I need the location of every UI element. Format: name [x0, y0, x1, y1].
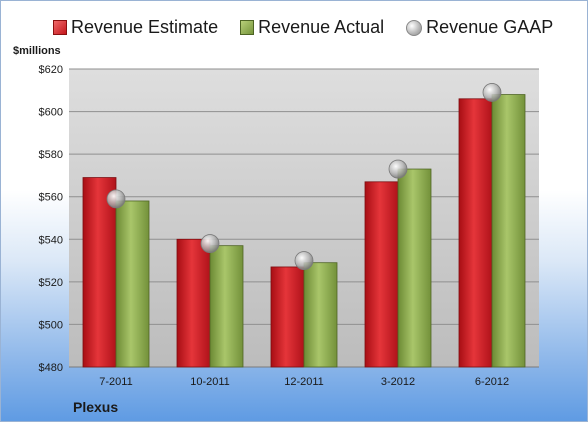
x-tick-label: 12-2011 [284, 376, 324, 388]
marker-revenue-gaap [388, 159, 408, 179]
legend-label-actual: Revenue Actual [258, 17, 385, 37]
y-tick-label: $520 [39, 277, 63, 289]
legend-item-gaap: Revenue GAAP [406, 17, 553, 38]
y-tick-label: $600 [39, 107, 63, 119]
company-label: Plexus [73, 399, 119, 415]
legend-swatch-actual [240, 20, 255, 35]
bar-revenue-actual [303, 262, 338, 368]
marker-revenue-gaap [106, 189, 126, 209]
bar-revenue-estimate [364, 181, 399, 368]
y-tick-label: $500 [39, 319, 63, 331]
y-tick-label: $560 [39, 192, 63, 204]
bar-revenue-estimate [82, 177, 117, 368]
bar-revenue-estimate [270, 266, 305, 368]
bar-revenue-estimate [458, 98, 493, 368]
axis-ticks: $480 $500 $520 $540 $560 $580 $600 $620 7-2011 10… [39, 64, 510, 388]
marker-revenue-gaap [294, 251, 314, 270]
legend-label-estimate: Revenue Estimate [71, 17, 219, 37]
y-tick-label: $580 [39, 149, 63, 161]
x-tick-label: 3-2012 [381, 376, 415, 388]
y-tick-label: $480 [39, 362, 63, 374]
legend-item-actual: Revenue Actual [240, 17, 384, 38]
x-tick-label: 6-2012 [475, 376, 509, 388]
bar-revenue-estimate [176, 238, 211, 368]
x-tick-label: 10-2011 [190, 376, 230, 388]
marker-revenue-gaap [482, 83, 502, 102]
legend: Revenue Estimate Revenue Actual Revenue … [53, 17, 575, 38]
bar-revenue-actual [209, 245, 244, 368]
y-unit-label: $millions [13, 45, 61, 57]
y-tick-label: $620 [39, 64, 63, 76]
bar-revenue-actual [115, 200, 150, 368]
marker-revenue-gaap [200, 234, 220, 253]
bar-revenue-actual [397, 168, 432, 368]
legend-item-estimate: Revenue Estimate [53, 17, 218, 38]
y-tick-label: $540 [39, 234, 63, 246]
bars [82, 94, 526, 368]
legend-swatch-gaap [406, 19, 423, 36]
legend-label-gaap: Revenue GAAP [426, 17, 554, 37]
bar-revenue-actual [491, 94, 526, 368]
legend-swatch-estimate [53, 20, 67, 35]
x-tick-label: 7-2011 [99, 376, 132, 388]
gaap-markers [106, 83, 502, 270]
